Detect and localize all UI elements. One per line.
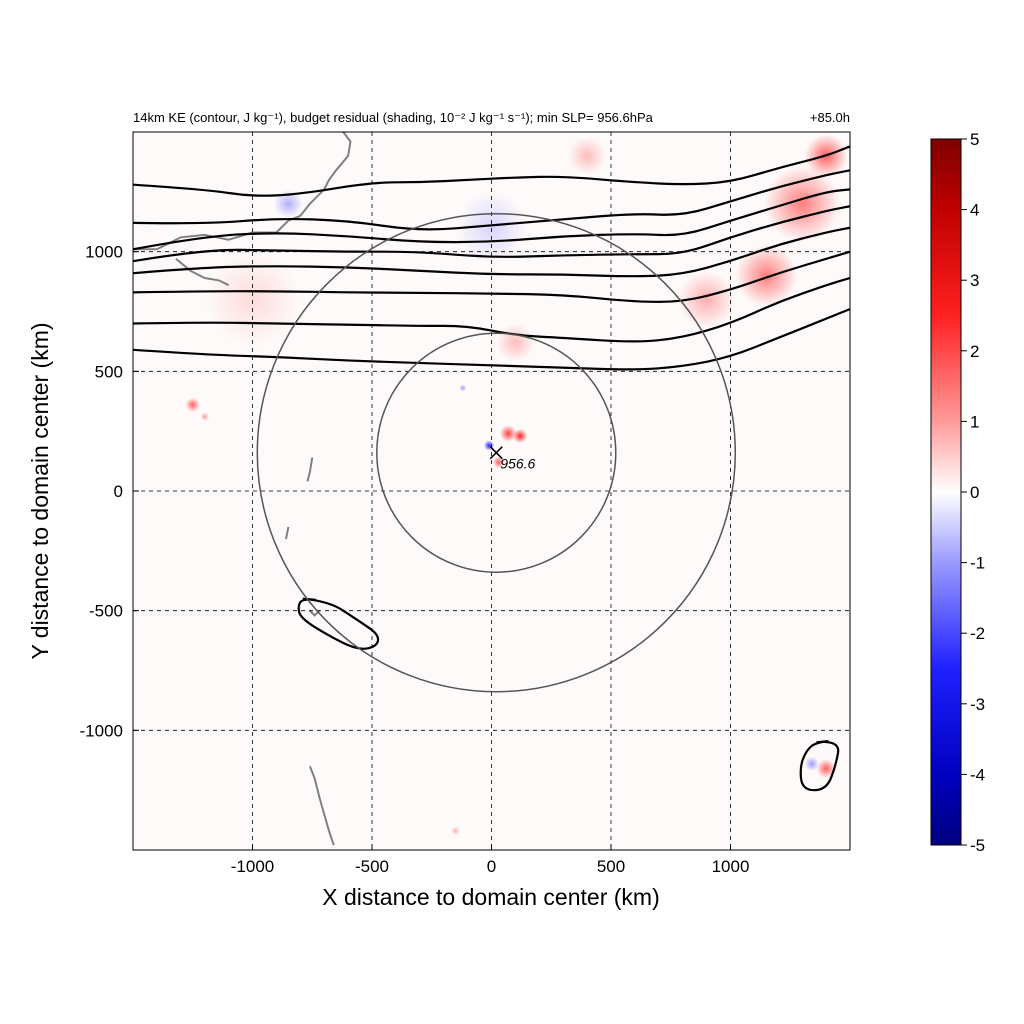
residual-blob	[200, 412, 210, 422]
ke-contours	[133, 145, 850, 792]
ke-contour-line	[133, 308, 850, 371]
x-tick-label: 0	[487, 857, 496, 876]
ke-contour-line	[133, 205, 850, 263]
residual-blob	[459, 384, 467, 392]
colorbar-tick-label: 3	[970, 271, 979, 290]
ke-closed-contour	[799, 740, 840, 792]
y-tick-label: -1000	[80, 721, 123, 740]
residual-blob	[804, 756, 819, 772]
ke-closed-contour	[297, 597, 380, 650]
residual-blob	[492, 456, 505, 469]
residual-blob	[513, 428, 528, 444]
colorbar-ticks: 5 4 3 2 1 0 -1 -2 -3 -4 -5	[961, 130, 985, 855]
colorbar: 5 4 3 2 1 0 -1 -2 -3 -4 -5	[930, 130, 985, 855]
x-tick-label: 1000	[712, 857, 750, 876]
radius-circle	[256, 212, 737, 693]
x-tick-label: 500	[597, 857, 625, 876]
time-label: +85.0h	[810, 110, 850, 125]
chart-title: 14km KE (contour, J kg⁻¹), budget residu…	[133, 110, 654, 125]
colorbar-gradient	[930, 138, 962, 846]
plot-area: 956.6	[132, 131, 851, 851]
x-axis: -1000 -500 0 500 1000	[231, 844, 750, 876]
y-axis-label: Y distance to domain center (km)	[27, 322, 53, 659]
residual-blob	[499, 425, 517, 442]
coastline-segment	[285, 526, 290, 540]
colorbar-tick-label: 5	[970, 130, 979, 149]
y-axis: -1000 -500 0 500 1000	[80, 243, 139, 740]
coastline-segment	[306, 457, 314, 482]
residual-blob	[496, 323, 535, 362]
coastline-segment	[175, 258, 230, 287]
radius-circle	[376, 332, 617, 573]
ke-contour-line	[133, 226, 850, 278]
ke-contour-line	[133, 276, 850, 343]
residual-blob	[816, 759, 836, 779]
colorbar-tick-label: -4	[970, 765, 985, 784]
colorbar-tick-label: 2	[970, 342, 979, 361]
y-tick-label: 0	[114, 482, 123, 501]
ke-contour-line	[133, 169, 850, 231]
colorbar-tick-label: -5	[970, 836, 985, 855]
coastline	[133, 132, 352, 846]
colorbar-tick-label: 4	[970, 201, 979, 220]
storm-center-marker	[489, 446, 503, 460]
coastline-segment	[308, 765, 335, 846]
residual-blob	[567, 136, 607, 176]
colorbar-tick-label: -2	[970, 624, 985, 643]
x-axis-label: X distance to domain center (km)	[322, 884, 659, 910]
x-tick-label: -500	[355, 857, 389, 876]
colorbar-tick-label: 0	[970, 483, 979, 502]
residual-blob	[274, 189, 303, 219]
ke-contour-line	[133, 188, 850, 251]
residual-shading	[185, 134, 848, 836]
residual-blob	[455, 191, 528, 264]
y-tick-label: 500	[95, 362, 123, 381]
colorbar-tick-label: -1	[970, 554, 985, 573]
residual-blob	[735, 244, 798, 307]
colorbar-tick-label: -3	[970, 695, 985, 714]
coastline-segment	[133, 132, 352, 251]
y-tick-label: -500	[89, 602, 123, 621]
residual-blob	[451, 826, 460, 836]
ke-contour-line	[133, 250, 850, 304]
x-tick-label: -1000	[231, 857, 274, 876]
y-tick-label: 1000	[85, 243, 123, 262]
radius-circles	[256, 212, 737, 693]
storm-center: 956.6	[489, 446, 536, 472]
min-slp-annotation: 956.6	[500, 456, 535, 472]
colorbar-tick-label: 1	[970, 412, 979, 431]
ke-contour-line	[133, 145, 850, 197]
residual-blob	[185, 397, 200, 413]
residual-blob	[677, 270, 736, 329]
